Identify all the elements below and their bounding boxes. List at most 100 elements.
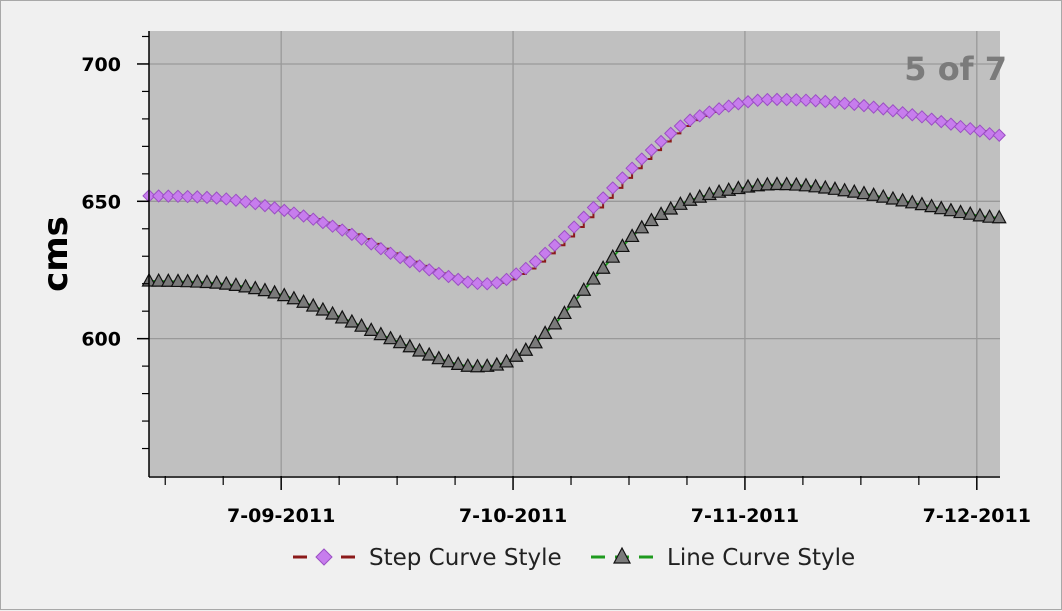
page-indicator: 5 of 7 [904,50,1007,88]
data-point-triangle [962,205,978,220]
data-point-diamond [248,196,262,211]
data-point-triangle [624,228,640,243]
data-point-diamond [441,269,456,284]
data-point-triangle [769,176,785,191]
data-point-diamond [557,229,572,244]
data-point-diamond [596,191,610,205]
data-point-triangle [972,207,988,222]
data-point-diamond [364,237,378,251]
data-point-diamond [432,266,446,281]
data-point-diamond [461,275,475,289]
data-point-triangle [634,219,650,234]
y-axis-label: cms [36,216,76,292]
data-point-triangle [218,275,234,290]
data-point-triangle [441,353,457,368]
data-point-triangle [846,183,862,198]
data-point-diamond [799,93,813,107]
data-point-diamond [519,261,533,276]
data-point-diamond [606,181,620,195]
data-point-diamond [760,92,775,107]
data-point-diamond [451,272,465,287]
y-tick-label: 600 [81,329,121,351]
data-point-diamond [528,254,543,269]
data-point-diamond [345,227,359,242]
data-point-triangle [305,297,321,312]
legend-item-line: Line Curve Style [591,545,855,571]
x-tick-label: 7-12-2011 [923,505,1031,527]
data-point-triangle [421,346,437,361]
data-point-triangle [373,326,389,341]
data-point-triangle [779,176,795,191]
data-point-diamond [876,102,890,116]
data-point-diamond [702,105,717,119]
legend: Step Curve Style Line Curve Style [293,545,855,571]
data-point-triangle [837,182,853,197]
data-point-diamond [470,276,485,291]
data-point-diamond [151,189,166,203]
data-point-diamond [895,106,910,120]
data-point-triangle [904,194,920,209]
data-point-triangle [885,190,901,205]
data-point-triangle [875,188,891,203]
data-point-triangle [827,181,843,195]
data-point-diamond [316,215,330,230]
data-point-diamond [982,127,997,141]
data-point-triangle [518,342,534,356]
data-point-triangle [817,179,833,194]
data-point-triangle [267,284,283,299]
data-point-triangle [431,350,447,365]
data-point-diamond [924,112,939,126]
data-point-triangle [325,305,341,320]
data-point-diamond [422,263,436,277]
data-point-triangle [344,313,360,328]
data-point-diamond [577,210,591,224]
data-point-diamond [586,200,601,215]
data-point-triangle [943,202,959,217]
data-point-diamond [625,161,639,175]
data-point-triangle [566,293,582,308]
axis-ticks [137,35,978,490]
data-point-triangle [180,273,196,288]
series-line-curve [141,176,1007,373]
data-point-triangle [750,177,766,192]
data-point-triangle [953,204,969,219]
data-point-triangle [798,177,814,192]
legend-label: Step Curve Style [369,545,562,571]
data-point-triangle [354,317,370,332]
data-point-diamond [335,223,349,237]
data-point-triangle [276,287,292,302]
data-point-triangle [614,238,630,253]
legend-label: Line Curve Style [667,545,855,571]
data-point-triangle [914,196,930,211]
data-point-diamond [161,189,176,203]
data-point-triangle [469,358,486,373]
legend-marker-diamond [315,548,333,566]
data-point-diamond [963,121,977,136]
data-point-diamond [857,98,871,113]
data-point-diamond [548,238,562,252]
data-point-triangle [450,356,466,370]
data-point-diamond [847,97,862,112]
data-point-triangle [595,259,611,274]
data-point-diamond [828,95,842,110]
data-point-diamond [818,94,833,109]
data-point-triangle [189,273,205,288]
y-tick-label: 650 [81,191,121,213]
data-point-diamond [837,96,852,111]
data-point-triangle [286,290,302,305]
data-point-diamond [190,190,205,204]
data-point-triangle [605,248,621,263]
data-point-triangle [547,315,563,330]
data-point-diamond [499,272,514,287]
data-point-diamond [693,109,707,123]
data-point-diamond [654,134,668,149]
data-point-triangle [412,342,428,357]
data-point-diamond [944,117,958,131]
data-point-triangle [672,196,688,210]
data-point-triangle [479,358,495,372]
data-point-triangle [895,192,911,207]
data-point-diamond [770,92,784,107]
data-point-diamond [779,92,794,107]
x-tick-label: 7-09-2011 [227,505,335,527]
